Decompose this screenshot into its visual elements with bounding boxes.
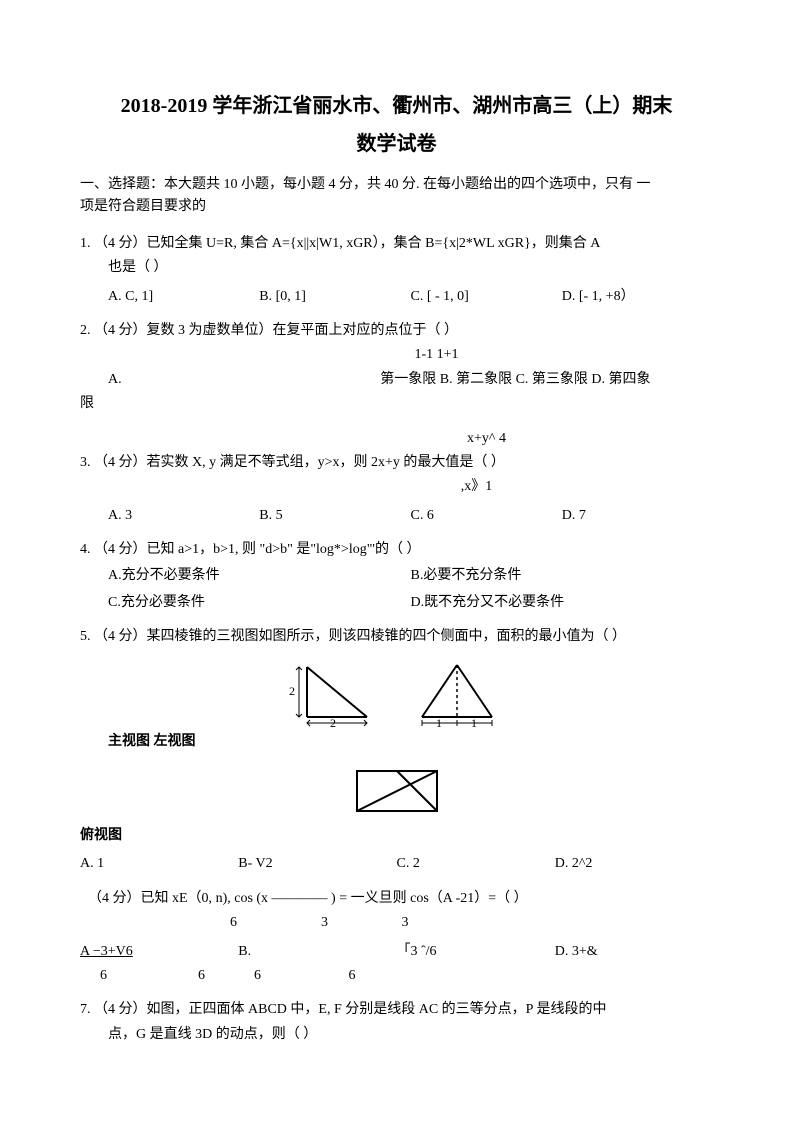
- q1-cont: 也是（ ）: [80, 257, 713, 279]
- question-5: 5. （4 分）某四棱锥的三视图如图所示，则该四棱锥的四个侧面中，面积的最小值为…: [80, 626, 713, 876]
- q1-opt-d: D. [- 1, +8）: [562, 286, 713, 308]
- side-view-diagram: 1 1: [407, 657, 507, 727]
- dim-1a: 1: [436, 716, 442, 727]
- top-view-diagram: [347, 761, 447, 821]
- q1-opt-c: C. [ - 1, 0]: [411, 286, 562, 308]
- q5-opt-a: A. 1: [80, 853, 238, 875]
- dim-2h: 2: [330, 716, 336, 727]
- dim-1b: 1: [471, 716, 477, 727]
- q2-opt-rest: 第一象限 B. 第二象限 C. 第三象限 D. 第四象: [380, 369, 713, 391]
- q6-opt-b: B.: [238, 941, 396, 963]
- q6-stem-pre: （4 分）已知 xE（0,: [88, 891, 212, 906]
- q3-sub: ,x》1: [80, 476, 713, 498]
- title-line-1: 2018-2019 学年浙江省丽水市、衢州市、湖州市高三（上）期末: [80, 90, 713, 122]
- q5-stem: 5. （4 分）某四棱锥的三视图如图所示，则该四棱锥的四个侧面中，面积的最小值为…: [80, 626, 713, 648]
- q4-opt-c: C.充分必要条件: [108, 592, 411, 614]
- q4-stem: 4. （4 分）已知 a>1，b>1, 则 "d>b" 是"log*>log"'…: [80, 539, 713, 561]
- q1-stem: 1. （4 分）已知全集 U=R, 集合 A={x||x|W1, xGR），集合…: [80, 233, 713, 255]
- q6-opt-a-text: A −3+V6: [80, 944, 133, 959]
- q6-row1: （4 分）已知 xE（0, n), cos (x ———— ) = 一义旦则 c…: [80, 888, 713, 910]
- q5-label1: 主视图 左视图: [80, 731, 713, 753]
- q2-tail: 限: [80, 393, 713, 415]
- q6-opt-d: D. 3+&: [555, 941, 713, 963]
- q1-opt-b: B. [0, 1]: [259, 286, 410, 308]
- question-4: 4. （4 分）已知 a>1，b>1, 则 "d>b" 是"log*>log"'…: [80, 539, 713, 614]
- section-intro-l1: 一、选择题：本大题共 10 小题，每小题 4 分，共 40 分. 在每小题给出的…: [80, 177, 651, 192]
- dim-2v: 2: [289, 684, 295, 698]
- q3-opt-c: C. 6: [411, 505, 562, 527]
- q4-stem-text: 4. （4 分）已知 a>1，b>1, 则 "d>b" 是"log*>log"'…: [80, 542, 420, 557]
- q7-stem-text: 7. （4 分）如图，正四面体 ABCD 中，E, F 分别是线段 AC 的三等…: [80, 1002, 606, 1017]
- q5-diagrams-top: 2 2 1 1: [80, 657, 713, 727]
- q2-sub: 1-1 1+1: [80, 344, 713, 366]
- q7-stem: 7. （4 分）如图，正四面体 ABCD 中，E, F 分别是线段 AC 的三等…: [80, 999, 713, 1021]
- q4-opt-a: A.充分不必要条件: [108, 565, 411, 587]
- q5-diagrams-bottom: [80, 761, 713, 821]
- q5-label2: 俯视图: [80, 825, 713, 847]
- q2-options-row: A. 第一象限 B. 第二象限 C. 第三象限 D. 第四象: [80, 369, 713, 391]
- q5-opt-b: B- V2: [238, 853, 396, 875]
- question-3: x+y^ 4 3. （4 分）若实数 X, y 满足不等式组，y>x，则 2x+…: [80, 428, 713, 528]
- question-1: 1. （4 分）已知全集 U=R, 集合 A={x||x|W1, xGR），集合…: [80, 233, 713, 308]
- q3-opt-b: B. 5: [259, 505, 410, 527]
- question-6: （4 分）已知 xE（0, n), cos (x ———— ) = 一义旦则 c…: [80, 888, 713, 988]
- q3-opt-d: D. 7: [562, 505, 713, 527]
- q2-stem: 2. （4 分）复数 3 为虚数单位）在复平面上对应的点位于（ ）: [80, 320, 713, 342]
- section-intro-l2: 项是符合题目要求的: [80, 199, 206, 214]
- q5-opt-c: C. 2: [397, 853, 555, 875]
- title-line-2: 数学试卷: [80, 128, 713, 160]
- q6-opt-c: 「3 ˆ/6: [397, 941, 555, 963]
- q3-options: A. 3 B. 5 C. 6 D. 7: [80, 505, 713, 527]
- front-view-diagram: 2 2: [287, 657, 377, 727]
- section-intro: 一、选择题：本大题共 10 小题，每小题 4 分，共 40 分. 在每小题给出的…: [80, 174, 713, 219]
- q7-cont: 点，G 是直线 3D 的动点，则（ ）: [80, 1024, 713, 1046]
- q3-opt-a: A. 3: [108, 505, 259, 527]
- exam-page: 2018-2019 学年浙江省丽水市、衢州市、湖州市高三（上）期末 数学试卷 一…: [0, 0, 793, 1098]
- q2-opt-a: A.: [108, 369, 380, 391]
- q5-options: A. 1 B- V2 C. 2 D. 2^2: [80, 853, 713, 875]
- q1-opt-a: A. C, 1]: [108, 286, 259, 308]
- q5-opt-d: D. 2^2: [555, 853, 713, 875]
- q6-fracbot: 6 3 3: [80, 912, 713, 934]
- q4-opt-d: D.既不充分又不必要条件: [411, 592, 714, 614]
- q4-row2: C.充分必要条件 D.既不充分又不必要条件: [80, 592, 713, 614]
- q3-stem: 3. （4 分）若实数 X, y 满足不等式组，y>x，则 2x+y 的最大值是…: [80, 452, 713, 474]
- q3-frac-top: x+y^ 4: [80, 428, 713, 450]
- q6-row2: 6 6 6 6: [80, 965, 713, 987]
- q6-stem-mid: n), cos (x ———— ) = 一义旦则 cos（A -21）=（ ）: [216, 891, 528, 906]
- q6-opt-a: A −3+V6: [80, 941, 238, 963]
- question-2: 2. （4 分）复数 3 为虚数单位）在复平面上对应的点位于（ ） 1-1 1+…: [80, 320, 713, 416]
- q6-options: A −3+V6 B. 「3 ˆ/6 D. 3+&: [80, 941, 713, 963]
- q4-row1: A.充分不必要条件 B.必要不充分条件: [80, 565, 713, 587]
- question-7: 7. （4 分）如图，正四面体 ABCD 中，E, F 分别是线段 AC 的三等…: [80, 999, 713, 1046]
- q4-opt-b: B.必要不充分条件: [411, 565, 714, 587]
- q1-options: A. C, 1] B. [0, 1] C. [ - 1, 0] D. [- 1,…: [80, 286, 713, 308]
